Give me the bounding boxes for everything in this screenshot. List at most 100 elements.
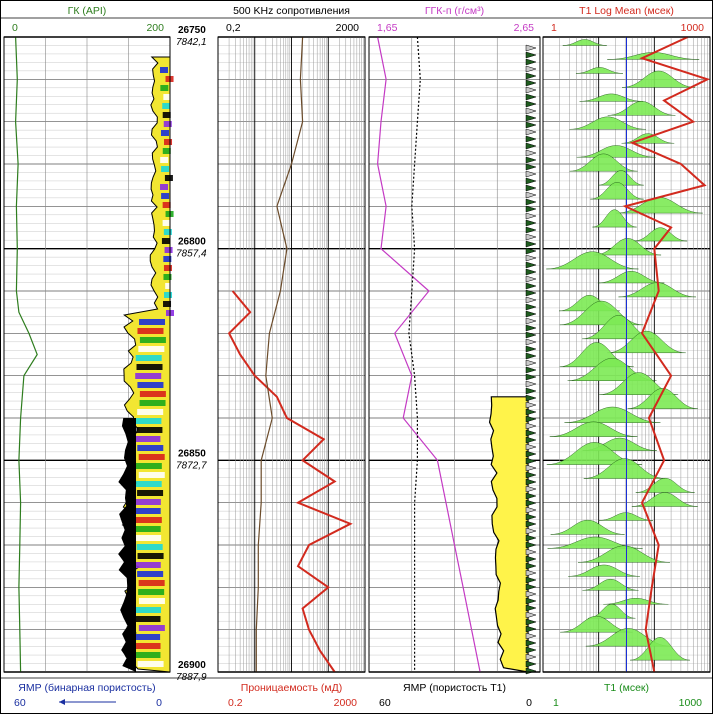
lithology-mark bbox=[525, 156, 537, 164]
lithology-band bbox=[135, 607, 162, 613]
lithology-mark bbox=[525, 562, 537, 570]
lithology-band bbox=[134, 562, 161, 568]
track-header-1: 500 KHz сопротивления bbox=[233, 5, 350, 17]
track-scale-max-2: 2,65 bbox=[514, 22, 535, 34]
curve-5 bbox=[622, 36, 711, 673]
lithology-band bbox=[134, 436, 161, 442]
lithology-mark bbox=[525, 324, 537, 332]
t1-distribution bbox=[590, 182, 644, 200]
lithology-band bbox=[134, 499, 161, 505]
track-header-2: ГГК-п (г/см³) bbox=[425, 5, 484, 17]
lithology-band bbox=[135, 535, 162, 541]
lithology-mark bbox=[525, 135, 537, 143]
lithology-mark bbox=[525, 408, 537, 416]
lithology-mark bbox=[525, 212, 537, 220]
t1-distribution bbox=[569, 116, 646, 130]
t1-distribution bbox=[633, 227, 688, 242]
lithology-mark bbox=[525, 450, 537, 458]
curve-layer bbox=[14, 36, 711, 673]
lithology-band bbox=[134, 616, 161, 622]
lithology-band bbox=[162, 202, 171, 208]
lithology-band bbox=[135, 481, 162, 487]
lithology-mark bbox=[525, 667, 537, 675]
lithology-mark bbox=[525, 646, 537, 654]
lithology-mark bbox=[525, 653, 537, 661]
lithology-band bbox=[163, 94, 172, 100]
lithology-band bbox=[138, 580, 165, 586]
t1-distribution bbox=[564, 406, 661, 423]
lithology-band bbox=[164, 247, 173, 253]
lithology-band bbox=[164, 175, 173, 181]
lithology-mark bbox=[525, 611, 537, 619]
track-footer-min-0: 60 bbox=[14, 697, 26, 709]
lithology-band bbox=[139, 400, 166, 406]
lithology-band bbox=[163, 274, 172, 280]
lithology-mark bbox=[525, 247, 537, 255]
lithology-mark bbox=[525, 198, 537, 206]
track-frame-1 bbox=[217, 36, 366, 673]
lithology-band bbox=[137, 328, 164, 334]
track-footer-max-2: 0 bbox=[526, 697, 532, 709]
t1-distribution bbox=[569, 153, 638, 172]
t1-distribution bbox=[562, 39, 607, 46]
lithology-mark bbox=[525, 604, 537, 612]
track-scale-max-0: 200 bbox=[146, 22, 164, 34]
lithology-mark bbox=[525, 268, 537, 276]
lithology-mark bbox=[525, 436, 537, 444]
lithology-mark bbox=[525, 289, 537, 297]
track-scale-max-3: 1000 bbox=[681, 22, 705, 34]
lithology-mark bbox=[525, 597, 537, 605]
lithology-band bbox=[160, 85, 169, 91]
lithology-mark bbox=[525, 492, 537, 500]
lithology-band bbox=[137, 661, 164, 667]
lithology-mark bbox=[525, 107, 537, 115]
track-scale-min-1: 0,2 bbox=[226, 22, 241, 34]
track-footer-2: ЯМР (пористость Т1) bbox=[403, 682, 506, 694]
curve-0 bbox=[14, 36, 38, 673]
lithology-mark bbox=[525, 282, 537, 290]
lithology-band bbox=[137, 382, 164, 388]
lithology-mark bbox=[525, 51, 537, 59]
lithology-band bbox=[135, 355, 162, 361]
lithology-band bbox=[163, 229, 172, 235]
lithology-mark bbox=[525, 121, 537, 129]
lithology-band bbox=[139, 319, 166, 325]
lithology-mark bbox=[525, 639, 537, 647]
track-footer-max-1: 2000 bbox=[334, 697, 358, 709]
lithology-band bbox=[161, 238, 170, 244]
lithology-mark bbox=[525, 548, 537, 556]
lithology-mark bbox=[525, 387, 537, 395]
depth-md-label: 26900 bbox=[178, 660, 206, 671]
t1-distribution bbox=[635, 477, 695, 493]
lithology-band bbox=[162, 103, 171, 109]
track-header-0: ГК (API) bbox=[68, 5, 107, 17]
lithology-mark bbox=[525, 618, 537, 626]
lithology-band bbox=[134, 634, 161, 640]
t1-distribution bbox=[550, 519, 625, 535]
lithology-mark bbox=[525, 310, 537, 318]
lithology-mark bbox=[525, 233, 537, 241]
track-scale-min-2: 1,65 bbox=[377, 22, 398, 34]
lithology-mark bbox=[525, 317, 537, 325]
lithology-mark bbox=[525, 443, 537, 451]
lithology-mark bbox=[525, 457, 537, 465]
lithology-mark bbox=[525, 485, 537, 493]
depth-md-label: 26750 bbox=[178, 25, 206, 36]
lithology-band bbox=[163, 265, 172, 271]
lithology-band bbox=[163, 301, 172, 307]
track-frame-0 bbox=[3, 36, 171, 673]
lithology-mark bbox=[525, 429, 537, 437]
lithology-mark bbox=[525, 359, 537, 367]
lithology-band bbox=[160, 130, 169, 136]
lithology-band bbox=[134, 508, 161, 514]
lithology-band bbox=[162, 148, 171, 154]
lithology-mark bbox=[525, 541, 537, 549]
lithology-band bbox=[160, 67, 168, 73]
lithology-mark bbox=[525, 660, 537, 668]
t1-distribution bbox=[549, 421, 638, 437]
lithology-mark bbox=[525, 373, 537, 381]
depth-tvd-label: 7842,1 bbox=[176, 37, 207, 48]
lithology-band bbox=[137, 571, 164, 577]
lithology-band bbox=[137, 409, 164, 415]
